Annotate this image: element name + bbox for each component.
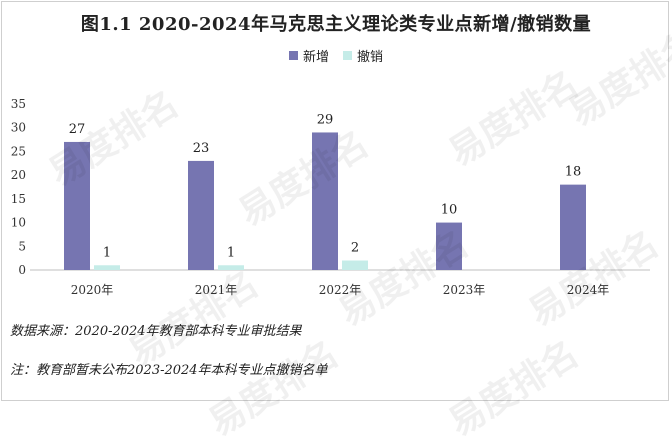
legend-swatch-revoked <box>343 51 352 60</box>
y-tick-label: 0 <box>18 263 26 277</box>
bar-revoked <box>94 265 120 270</box>
legend-label-revoked: 撤销 <box>357 50 384 65</box>
legend-label-new: 新增 <box>302 50 329 65</box>
bar-new <box>436 222 462 270</box>
legend-item-new: 新增 <box>288 46 329 65</box>
bar-chart: 0 5 10 15 20 25 30 35 27 1 2020年 23 1 2021年 29 2 2022年 10… <box>11 97 650 297</box>
source-note: 数据来源：2020-2024年教育部本科专业审批结果 <box>10 324 302 339</box>
y-tick-label: 10 <box>11 216 26 230</box>
bar-new <box>560 184 586 270</box>
y-tick-label: 5 <box>18 239 26 253</box>
x-tick-label: 2023年 <box>443 283 486 297</box>
bar-revoked <box>218 265 244 270</box>
data-label: 10 <box>441 203 458 218</box>
bar-revoked <box>342 260 368 270</box>
x-tick-label: 2021年 <box>195 283 238 297</box>
x-tick-label: 2024年 <box>567 283 610 297</box>
y-tick-label: 25 <box>11 144 26 158</box>
bar-new <box>188 160 214 270</box>
footnote: 注：教育部暂未公布2023-2024年本科专业点撤销名单 <box>10 363 328 378</box>
chart-title: 图1.1 2020-2024年马克思主义理论类专业点新增/撤销数量 <box>80 14 592 35</box>
data-label: 2 <box>351 241 359 256</box>
legend-swatch-new <box>288 51 298 60</box>
data-label: 1 <box>227 245 235 260</box>
data-label: 18 <box>565 165 582 180</box>
y-tick-label: 35 <box>11 97 26 111</box>
legend-item-revoked: 撤销 <box>343 46 383 65</box>
y-tick-label: 30 <box>11 121 26 135</box>
bar-new <box>312 132 338 270</box>
y-tick-label: 15 <box>11 192 26 206</box>
data-label: 23 <box>193 141 210 156</box>
x-tick-label: 2020年 <box>71 283 114 297</box>
data-label: 27 <box>69 122 86 137</box>
bar-new <box>64 141 90 270</box>
legend: 新增 撤销 <box>0 46 672 65</box>
chart-frame <box>1 1 669 401</box>
x-tick-label: 2022年 <box>319 283 362 297</box>
data-label: 29 <box>317 112 334 127</box>
data-label: 1 <box>103 245 111 260</box>
y-tick-label: 20 <box>11 168 26 182</box>
